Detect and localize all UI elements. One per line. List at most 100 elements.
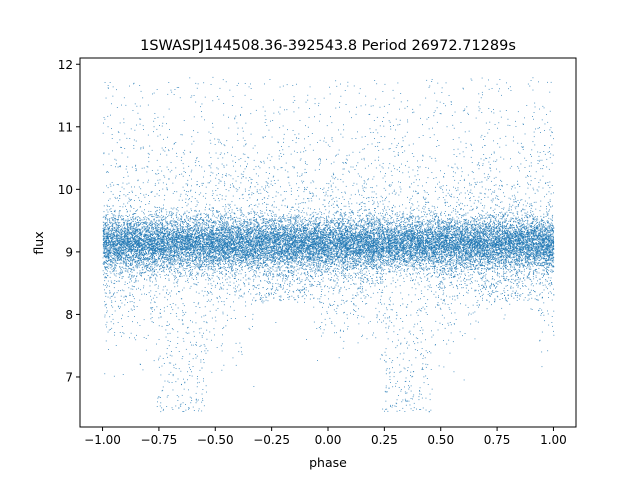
data-point <box>414 237 415 238</box>
data-point <box>199 262 200 263</box>
data-point <box>153 298 154 299</box>
data-point <box>199 307 200 308</box>
data-point <box>191 210 192 211</box>
data-point <box>524 251 525 252</box>
data-point <box>362 213 363 214</box>
data-point <box>490 164 491 165</box>
data-point <box>210 279 211 280</box>
data-point <box>529 277 530 278</box>
data-point <box>108 349 109 350</box>
data-point <box>141 276 142 277</box>
data-point <box>362 235 363 236</box>
data-point <box>221 288 222 289</box>
data-point <box>266 255 267 256</box>
data-point <box>356 296 357 297</box>
data-point <box>417 208 418 209</box>
data-point <box>379 223 380 224</box>
data-point <box>154 206 155 207</box>
data-point <box>329 87 330 88</box>
data-point <box>121 235 122 236</box>
data-point <box>308 198 309 199</box>
data-point <box>520 296 521 297</box>
data-point <box>293 268 294 269</box>
data-point <box>547 240 548 241</box>
data-point <box>437 248 438 249</box>
data-point <box>215 248 216 249</box>
data-point <box>129 235 130 236</box>
data-point <box>183 214 184 215</box>
data-point <box>357 131 358 132</box>
data-point <box>423 264 424 265</box>
data-point <box>495 256 496 257</box>
data-point <box>420 310 421 311</box>
data-point <box>271 250 272 251</box>
data-point <box>352 259 353 260</box>
data-point <box>186 222 187 223</box>
data-point <box>425 204 426 205</box>
data-point <box>334 288 335 289</box>
data-point <box>152 267 153 268</box>
data-point <box>478 201 479 202</box>
data-point <box>317 248 318 249</box>
data-point <box>143 195 144 196</box>
data-point <box>114 273 115 274</box>
data-point <box>134 307 135 308</box>
data-point <box>419 262 420 263</box>
data-point <box>443 340 444 341</box>
data-point <box>153 121 154 122</box>
data-point <box>298 262 299 263</box>
data-point <box>267 282 268 283</box>
data-point <box>375 208 376 209</box>
data-point <box>140 124 141 125</box>
data-point <box>208 233 209 234</box>
data-point <box>392 231 393 232</box>
data-point <box>342 233 343 234</box>
data-point <box>197 272 198 273</box>
data-point <box>511 262 512 263</box>
data-point <box>398 266 399 267</box>
data-point <box>540 229 541 230</box>
data-point <box>392 266 393 267</box>
data-point <box>340 215 341 216</box>
data-point <box>403 235 404 236</box>
data-point <box>317 269 318 270</box>
data-point <box>236 255 237 256</box>
data-point <box>469 313 470 314</box>
data-point <box>271 289 272 290</box>
data-point <box>394 260 395 261</box>
data-point <box>481 285 482 286</box>
data-point <box>127 157 128 158</box>
data-point <box>426 182 427 183</box>
data-point <box>299 234 300 235</box>
data-point <box>458 233 459 234</box>
data-point <box>447 227 448 228</box>
data-point <box>453 187 454 188</box>
data-point <box>355 194 356 195</box>
data-point <box>324 200 325 201</box>
data-point <box>310 261 311 262</box>
data-point <box>412 287 413 288</box>
data-point <box>415 222 416 223</box>
data-point <box>177 249 178 250</box>
data-point <box>158 232 159 233</box>
data-point <box>135 213 136 214</box>
data-point <box>330 94 331 95</box>
data-point <box>207 235 208 236</box>
data-point <box>334 332 335 333</box>
data-point <box>411 301 412 302</box>
data-point <box>360 277 361 278</box>
data-point <box>194 210 195 211</box>
data-point <box>191 237 192 238</box>
data-point <box>423 270 424 271</box>
data-point <box>254 169 255 170</box>
data-point <box>408 367 409 368</box>
data-point <box>363 281 364 282</box>
data-point <box>273 238 274 239</box>
data-point <box>116 160 117 161</box>
data-point <box>488 291 489 292</box>
data-point <box>202 235 203 236</box>
data-point <box>297 262 298 263</box>
data-point <box>386 386 387 387</box>
data-point <box>152 274 153 275</box>
data-point <box>372 219 373 220</box>
